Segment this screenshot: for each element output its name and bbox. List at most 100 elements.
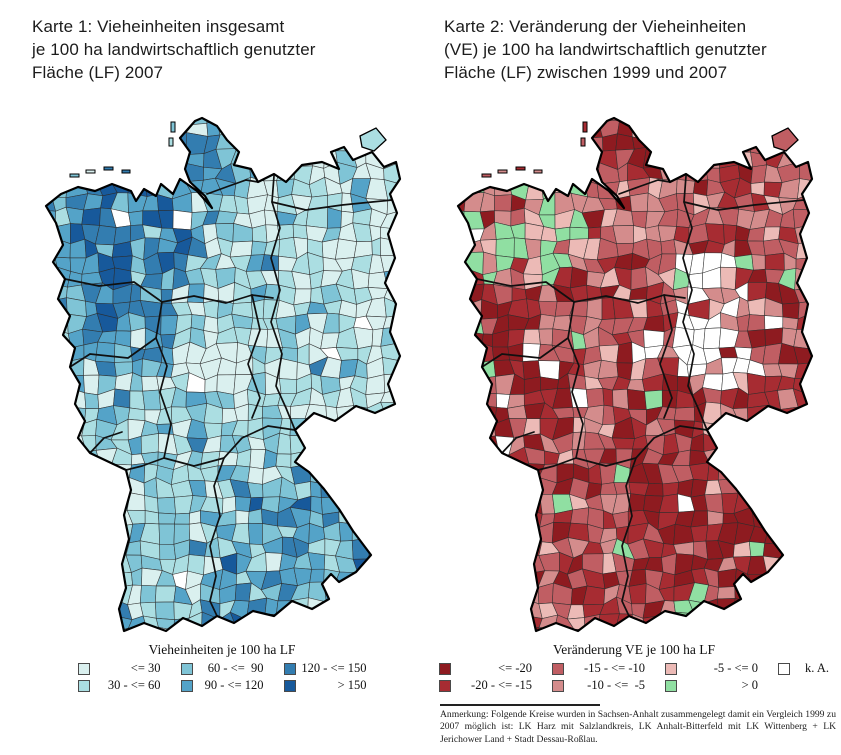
district-cell [458,510,469,530]
district-cell [46,373,59,394]
district-cell [768,586,786,606]
district-cell [397,478,400,496]
district-cell [458,597,466,617]
district-cell [491,491,515,511]
district-cell [353,586,372,606]
district-cell [753,628,771,631]
district-cell [494,525,516,540]
district-cell [415,347,416,363]
district-cell [96,556,118,574]
coastal-island [170,121,176,133]
district-cell [275,600,296,617]
islands [69,121,387,178]
state-borders [64,175,393,617]
district-cell [46,132,58,151]
district-cell [411,165,416,184]
district-cell [80,567,98,590]
district-cell [24,495,43,508]
district-cell [26,404,43,422]
district-cell [585,387,605,408]
district-cell [24,179,43,197]
district-cell [439,543,452,554]
district-cell [822,452,828,470]
district-cell [793,346,812,365]
district-cell [822,432,828,454]
district-cell [464,555,485,573]
district-cell [551,629,575,631]
district-cell [458,133,466,153]
district-cell [807,541,812,558]
district-cell [382,433,400,456]
district-cell [824,628,828,634]
district-cell [464,543,485,558]
district-cell [81,558,103,573]
district-cell [815,573,828,588]
district-cell [809,286,812,302]
district-cell [244,613,269,631]
district-cell [96,162,119,184]
district-cell [339,463,357,478]
district-cell [598,613,620,631]
district-cell [717,118,736,136]
district-cell [733,453,752,469]
district-cell [747,314,766,332]
district-cell [537,134,559,154]
footnote-text: Anmerkung: Folgende Kreise wurden in Sac… [440,709,836,745]
district-cell [491,586,512,605]
district-cell [458,165,470,180]
district-cell [779,599,795,621]
district-cell [493,147,514,168]
district-cell [438,373,454,392]
district-cell [95,615,118,631]
district-cell [478,525,498,546]
district-cell [398,326,400,349]
district-cell [126,152,143,165]
district-cell [66,587,88,605]
district-cell [26,422,43,435]
district-cell [436,298,453,319]
district-cell [467,388,482,408]
district-cell [82,483,104,499]
district-cell [643,118,666,140]
district-cell [521,134,541,156]
district-cell [24,284,39,305]
coastal-island [85,169,96,174]
district-cell [660,239,677,255]
district-cell [411,601,416,618]
district-cell [386,478,399,496]
district-cell [602,387,614,407]
district-cell [141,375,160,392]
district-cell [353,571,373,590]
district-cell [114,343,133,363]
district-cell [436,106,454,121]
district-cell [161,148,176,167]
district-cell [401,239,413,255]
district-cell [557,148,575,170]
district-cell [465,465,485,483]
district-cell [353,461,370,485]
district-cell [24,122,39,135]
district-cell [334,238,358,260]
district-cell [584,627,602,631]
district-cell [381,614,400,629]
district-cell [413,239,416,255]
district-cell [79,492,104,510]
district-cell [79,507,103,529]
district-cell [65,463,85,485]
district-cell [84,392,100,409]
district-cell [50,632,72,634]
district-cell [806,463,812,483]
district-cell [513,507,527,530]
district-cell [340,477,355,498]
district-cell [807,527,812,543]
legend-item: -10 - <= -5 [552,678,645,693]
district-cell [24,523,37,545]
district-cell [458,176,467,197]
district-cell [507,612,528,631]
district-cell [808,407,812,425]
district-cell [397,118,400,121]
map1-legend: Vieheinheiten je 100 ha LF <= 30 30 - <= … [26,642,418,693]
district-cell [367,586,387,600]
district-cell [827,375,828,395]
district-cell [262,134,282,155]
